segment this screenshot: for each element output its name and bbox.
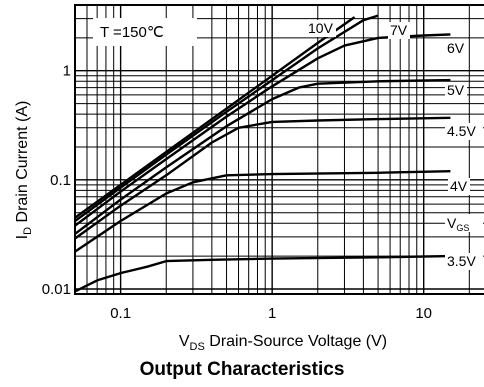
legend-title: VGS: [445, 214, 483, 233]
x-tick-label: 10: [415, 305, 432, 322]
series-line-7V: [74, 14, 379, 222]
curve-label-10V: 10V: [308, 20, 334, 36]
curve-label-4V: 4V: [450, 178, 468, 194]
series-line-4.5V: [74, 116, 451, 240]
y-tick-label: 1: [63, 63, 71, 80]
y-tick-label: 0.1: [50, 172, 71, 189]
x-axis-symbol: V: [179, 333, 190, 350]
tick-labels: 0.1 1 10 0.01 0.1 1: [42, 63, 432, 322]
condition-label: T =150℃: [100, 24, 164, 41]
svg-text:VGS: VGS: [447, 215, 469, 233]
condition-box: T =150℃: [93, 18, 197, 46]
legend-title-symbol: V: [447, 215, 457, 231]
curve-label-6V: 6V: [447, 40, 465, 56]
curve-labels: 10V 7V 6V 5V 4.5V 4V 3.5V: [306, 20, 483, 270]
y-tick-label: 0.01: [42, 281, 71, 298]
output-characteristics-chart: 0.1 1 10 0.01 0.1 1 10V 7V 6V 5V 4.5V 4V 3.5V T =15…: [14, 4, 484, 353]
grid-lines: [74, 4, 484, 295]
curve-label-4.5V: 4.5V: [447, 123, 476, 139]
series-line-4V: [74, 170, 451, 253]
y-axis-subscript: D: [22, 227, 34, 235]
curve-label-7V: 7V: [390, 22, 408, 38]
chart-title: Output Characteristics: [139, 359, 345, 380]
x-axis-title: VDS Drain-Source Voltage (V): [179, 333, 387, 353]
y-axis-symbol: I: [14, 235, 31, 239]
plot-frame: [74, 4, 484, 295]
y-axis-title: ID Drain Current (A): [14, 101, 34, 240]
x-tick-label: 1: [268, 305, 276, 322]
legend-title-subscript: GS: [456, 223, 469, 233]
y-axis-text: Drain Current (A): [14, 101, 31, 227]
series-line-10V: [74, 16, 356, 219]
x-axis-text: Drain-Source Voltage (V): [205, 333, 387, 350]
series-line-3.5V: [74, 254, 451, 293]
x-tick-label: 0.1: [110, 305, 131, 322]
curve-label-5V: 5V: [447, 82, 465, 98]
x-axis-subscript: DS: [190, 341, 205, 353]
curves: [74, 14, 451, 293]
curve-label-3.5V: 3.5V: [447, 253, 476, 269]
series-line-5V: [74, 78, 451, 235]
